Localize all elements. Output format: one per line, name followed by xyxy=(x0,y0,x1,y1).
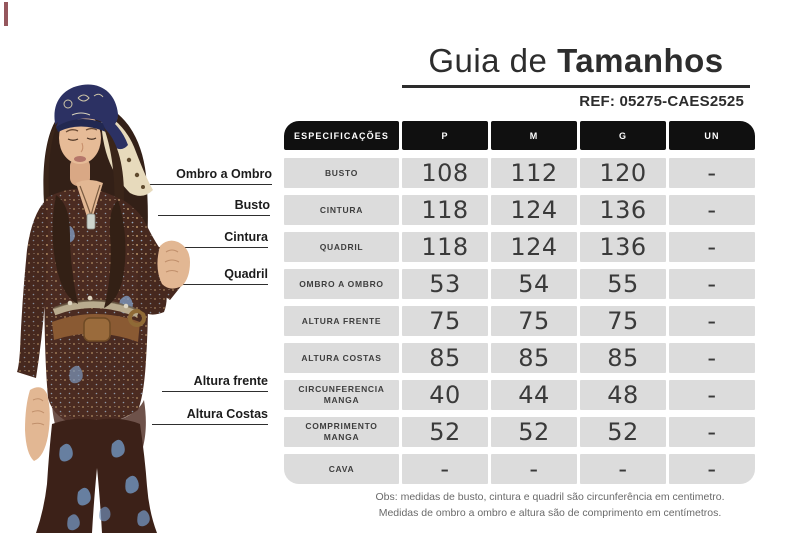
row-label-quadril: QUADRIL xyxy=(284,232,399,262)
label-cintura: Cintura xyxy=(140,230,268,248)
cell-ombro-m: 54 xyxy=(491,269,577,299)
row-label-cava: CAVA xyxy=(284,454,399,484)
cell-busto-un: - xyxy=(669,158,755,188)
cell-quadril-g: 136 xyxy=(580,232,666,262)
label-ombro-a-ombro: Ombro a Ombro xyxy=(147,167,272,185)
belt xyxy=(52,295,146,342)
cell-busto-p: 108 xyxy=(402,158,488,188)
cell-cintura-un: - xyxy=(669,195,755,225)
row-label-busto: BUSTO xyxy=(284,158,399,188)
col-header-un: UN xyxy=(669,121,755,150)
label-altura-frente: Altura frente xyxy=(162,374,268,392)
page-title: Guia de Tamanhos xyxy=(402,42,750,88)
cell-cava-m: - xyxy=(491,454,577,484)
cell-circunferencia-manga-p: 40 xyxy=(402,380,488,410)
col-header-especificacoes: ESPECIFICAÇÕES xyxy=(284,121,399,150)
cell-circunferencia-manga-un: - xyxy=(669,380,755,410)
row-label-altura-costas: ALTURA COSTAS xyxy=(284,343,399,373)
model-photo xyxy=(0,0,200,533)
cell-ombro-un: - xyxy=(669,269,755,299)
col-header-m: M xyxy=(491,121,577,150)
cell-comprimento-manga-m: 52 xyxy=(491,417,577,447)
cell-altura-frente-g: 75 xyxy=(580,306,666,336)
page-title-bold: Tamanhos xyxy=(557,42,724,79)
page-title-regular: Guia de xyxy=(428,42,548,79)
cell-altura-costas-g: 85 xyxy=(580,343,666,373)
right-arm xyxy=(137,240,190,315)
cell-circunferencia-manga-g: 48 xyxy=(580,380,666,410)
cell-quadril-p: 118 xyxy=(402,232,488,262)
cell-altura-frente-p: 75 xyxy=(402,306,488,336)
note-line-2: Medidas de ombro a ombro e altura são de… xyxy=(378,507,722,520)
footer-notes: Obs: medidas de busto, cintura e quadril… xyxy=(300,489,800,522)
bandana xyxy=(54,84,128,150)
cell-cintura-g: 136 xyxy=(580,195,666,225)
cell-quadril-m: 124 xyxy=(491,232,577,262)
cell-altura-frente-m: 75 xyxy=(491,306,577,336)
label-altura-costas: Altura Costas xyxy=(152,407,268,425)
col-header-g: G xyxy=(580,121,666,150)
header-block: Guia de Tamanhos REF: 05275-CAES2525 xyxy=(402,42,750,110)
note-line-1: Obs: medidas de busto, cintura e quadril… xyxy=(375,491,725,503)
hair-over-shoulders xyxy=(52,195,126,308)
cell-quadril-un: - xyxy=(669,232,755,262)
cell-comprimento-manga-un: - xyxy=(669,417,755,447)
cell-altura-costas-un: - xyxy=(669,343,755,373)
row-label-comprimento-manga: COMPRIMENTO MANGA xyxy=(284,417,399,447)
clothes-rack-strip xyxy=(4,2,8,26)
cell-altura-frente-un: - xyxy=(669,306,755,336)
cell-cava-p: - xyxy=(402,454,488,484)
size-table: ESPECIFICAÇÕES P M G UN BUSTO 108 112 12… xyxy=(284,121,755,484)
cell-comprimento-manga-p: 52 xyxy=(402,417,488,447)
cell-altura-costas-m: 85 xyxy=(491,343,577,373)
model-illustration xyxy=(4,2,190,533)
cell-busto-g: 120 xyxy=(580,158,666,188)
cell-comprimento-manga-g: 52 xyxy=(580,417,666,447)
row-label-altura-frente: ALTURA FRENTE xyxy=(284,306,399,336)
label-quadril: Quadril xyxy=(157,267,268,285)
cell-ombro-p: 53 xyxy=(402,269,488,299)
row-label-ombro-a-ombro: OMBRO A OMBRO xyxy=(284,269,399,299)
cell-circunferencia-manga-m: 44 xyxy=(491,380,577,410)
pants xyxy=(36,418,157,533)
cell-busto-m: 112 xyxy=(491,158,577,188)
cell-altura-costas-p: 85 xyxy=(402,343,488,373)
col-header-p: P xyxy=(402,121,488,150)
product-ref: REF: 05275-CAES2525 xyxy=(579,93,744,110)
necklace xyxy=(76,180,103,230)
cell-cintura-p: 118 xyxy=(402,195,488,225)
label-busto: Busto xyxy=(158,198,270,216)
cell-cintura-m: 124 xyxy=(491,195,577,225)
row-label-cintura: CINTURA xyxy=(284,195,399,225)
cell-ombro-g: 55 xyxy=(580,269,666,299)
row-label-circunferencia-manga: CIRCUNFERENCIA MANGA xyxy=(284,380,399,410)
left-hand xyxy=(25,387,50,461)
cell-cava-g: - xyxy=(580,454,666,484)
cell-cava-un: - xyxy=(669,454,755,484)
